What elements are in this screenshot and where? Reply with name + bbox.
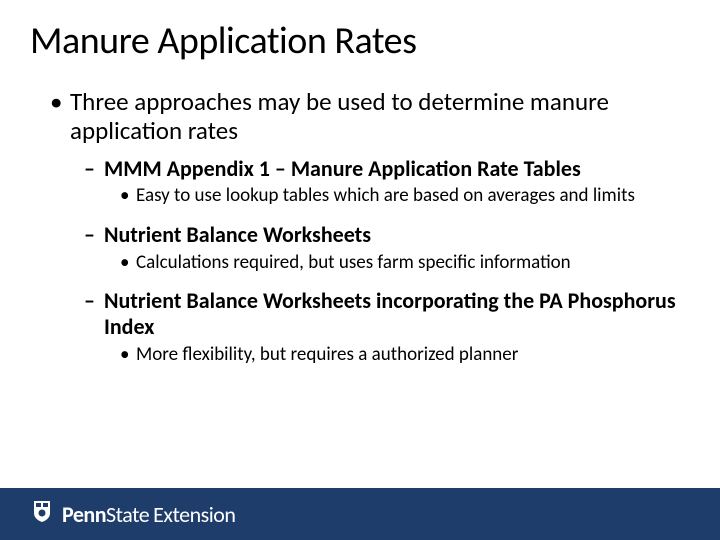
footer-logo: PennStateExtension xyxy=(32,499,235,529)
shield-icon xyxy=(32,499,52,529)
approach-1-heading: MMM Appendix 1 – Manure Application Rate… xyxy=(50,156,680,182)
brand-state: State xyxy=(106,501,149,528)
approach-1-detail: Easy to use lookup tables which are base… xyxy=(50,185,680,207)
bullet-intro: Three approaches may be used to determin… xyxy=(50,88,680,146)
approach-3-detail: More flexibility, but requires a authori… xyxy=(50,344,680,366)
approach-3-heading: Nutrient Balance Worksheets incorporatin… xyxy=(50,288,680,340)
slide-content: Three approaches may be used to determin… xyxy=(0,64,720,367)
approach-2-detail: Calculations required, but uses farm spe… xyxy=(50,252,680,274)
footer-bar: PennStateExtension xyxy=(0,488,720,540)
slide-title: Manure Application Rates xyxy=(0,0,720,64)
brand-extension: Extension xyxy=(153,501,235,528)
brand-text: PennStateExtension xyxy=(62,501,235,528)
approach-2-heading: Nutrient Balance Worksheets xyxy=(50,222,680,248)
brand-penn: Penn xyxy=(62,501,106,528)
slide: Manure Application Rates Three approache… xyxy=(0,0,720,540)
